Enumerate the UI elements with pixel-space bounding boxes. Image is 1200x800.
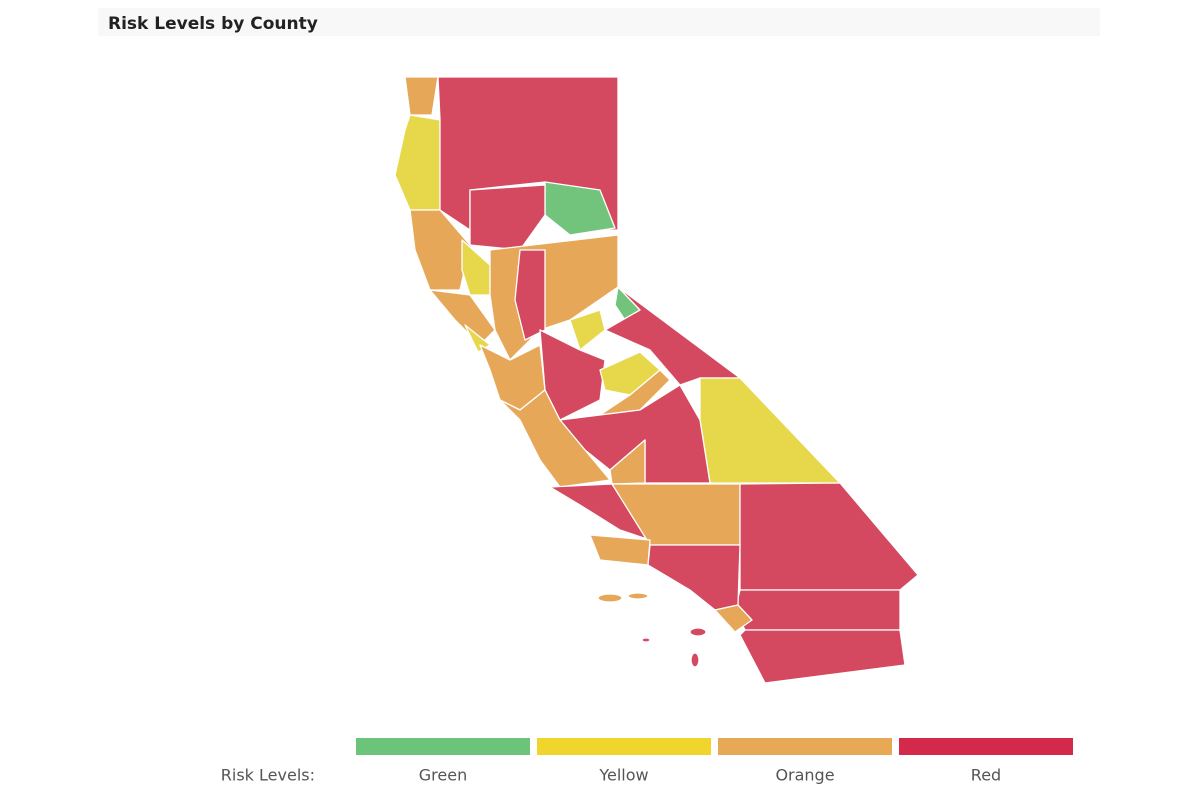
county (394, 114, 441, 211)
county (514, 249, 546, 341)
county (559, 384, 711, 484)
county (714, 604, 753, 633)
island (689, 627, 707, 637)
county (499, 389, 611, 488)
legend-item: Orange (775, 766, 834, 785)
legend-item: Green (419, 766, 467, 785)
county (734, 589, 901, 631)
legend-swatch (356, 738, 530, 755)
legend: Green Yellow Orange Red (356, 738, 1073, 785)
title-bar (98, 8, 1100, 36)
county (599, 369, 671, 416)
legend-item: Red (971, 766, 1001, 785)
county (409, 209, 471, 291)
county (429, 289, 496, 346)
county (469, 184, 546, 251)
county (647, 544, 741, 611)
county (404, 76, 439, 116)
legend-item: Yellow (598, 766, 648, 785)
legend-label: Risk Levels: (221, 766, 315, 785)
county (611, 483, 741, 546)
county (609, 439, 646, 485)
county (699, 377, 841, 484)
county (589, 534, 651, 566)
county (461, 239, 491, 296)
island (627, 592, 649, 600)
legend-swatch (537, 738, 711, 755)
county (739, 629, 906, 684)
map-title: Risk Levels by County (108, 14, 318, 34)
county (549, 483, 651, 541)
legend-swatch (718, 738, 892, 755)
county (739, 482, 919, 591)
california-map (394, 76, 919, 684)
island (641, 637, 651, 643)
legend-swatch (899, 738, 1073, 755)
island (597, 593, 623, 603)
island (690, 652, 700, 668)
